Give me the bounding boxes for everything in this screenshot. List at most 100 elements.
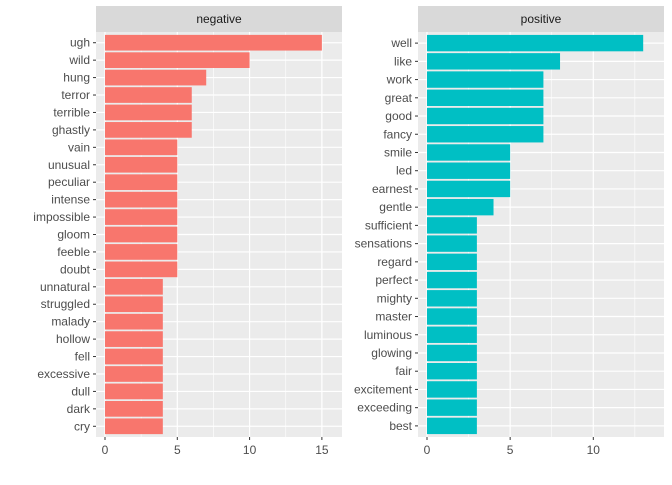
category-label-peculiar: peculiar	[48, 175, 90, 189]
category-label-terrible: terrible	[53, 105, 90, 119]
facet-strip	[96, 6, 342, 32]
category-label-ghastly: ghastly	[52, 123, 90, 137]
category-label-smile: smile	[384, 145, 412, 159]
bar-luminous	[427, 326, 477, 343]
category-label-hollow: hollow	[56, 332, 90, 346]
bar-fell	[105, 348, 163, 365]
bar-fancy	[427, 126, 544, 143]
category-label-unusual: unusual	[48, 158, 90, 172]
bar-gentle	[427, 198, 494, 216]
category-label-hung: hung	[63, 71, 90, 85]
category-label-great: great	[385, 91, 413, 105]
x-tick-label: 0	[102, 443, 109, 457]
category-label-vain: vain	[68, 140, 90, 154]
bar-cry	[105, 418, 163, 435]
x-tick-label: 0	[424, 443, 431, 457]
category-label-feeble: feeble	[57, 245, 90, 259]
bar-wild	[105, 52, 250, 68]
category-label-fancy: fancy	[383, 127, 412, 141]
category-label-master: master	[375, 310, 412, 324]
bar-exceeding	[427, 399, 477, 416]
category-label-sufficient: sufficient	[365, 218, 413, 232]
bar-impossible	[105, 209, 178, 225]
category-label-earnest: earnest	[372, 182, 413, 196]
bar-unusual	[105, 156, 178, 173]
category-label-glowing: glowing	[371, 346, 412, 360]
bar-great	[427, 89, 544, 106]
category-label-exceeding: exceeding	[357, 401, 412, 415]
category-label-impossible: impossible	[33, 210, 90, 224]
x-tick-label: 5	[174, 443, 181, 457]
category-label-fell: fell	[75, 350, 90, 364]
category-label-intense: intense	[51, 193, 90, 207]
category-label-dark: dark	[67, 402, 91, 416]
bar-sensations	[427, 235, 477, 252]
category-label-work: work	[386, 73, 413, 87]
x-tick-label: 15	[315, 443, 329, 457]
x-tick-label: 5	[507, 443, 514, 457]
category-label-doubt: doubt	[60, 262, 91, 276]
category-label-excessive: excessive	[37, 367, 90, 381]
bar-perfect	[427, 271, 477, 289]
facet-panel-positive: positive well like work great good fancy smile l…	[354, 6, 664, 457]
bar-feeble	[105, 244, 178, 260]
category-label-sensations: sensations	[355, 237, 412, 251]
category-label-terror: terror	[61, 88, 90, 102]
category-label-good: good	[385, 109, 412, 123]
facet-strip-label: negative	[196, 12, 242, 26]
category-label-gloom: gloom	[57, 228, 90, 242]
bar-ugh	[105, 34, 322, 51]
bar-work	[427, 71, 544, 88]
bar-intense	[105, 191, 178, 208]
bar-good	[427, 107, 544, 125]
category-label-dull: dull	[71, 384, 90, 398]
category-label-regard: regard	[377, 255, 412, 269]
bar-glowing	[427, 344, 477, 362]
bar-smile	[427, 144, 511, 161]
category-label-malady: malady	[51, 315, 90, 329]
bar-dark	[105, 401, 163, 417]
facet-strip-label: positive	[521, 12, 562, 26]
bar-well	[427, 34, 644, 52]
facet-strip	[418, 6, 664, 32]
bar-best	[427, 417, 477, 435]
x-tick-label: 10	[243, 443, 257, 457]
bar-sufficient	[427, 217, 477, 234]
category-label-led: led	[396, 164, 412, 178]
category-label-luminous: luminous	[364, 328, 412, 342]
bar-master	[427, 308, 477, 325]
bar-gloom	[105, 226, 178, 243]
bar-led	[427, 162, 511, 179]
category-label-perfect: perfect	[375, 273, 412, 287]
category-label-unnatural: unnatural	[40, 280, 90, 294]
category-label-ugh: ugh	[70, 36, 90, 50]
bar-like	[427, 53, 561, 70]
bar-struggled	[105, 296, 163, 313]
category-label-cry: cry	[74, 419, 90, 433]
bar-hung	[105, 69, 207, 86]
bar-dull	[105, 383, 163, 400]
bar-hollow	[105, 331, 163, 347]
bar-earnest	[427, 180, 511, 198]
category-label-gentle: gentle	[379, 200, 412, 214]
bar-fair	[427, 363, 477, 380]
bar-ghastly	[105, 122, 192, 138]
category-label-well: well	[390, 36, 412, 50]
bar-terror	[105, 87, 192, 103]
facet-panel-negative: negative ugh wild hung terror terrible ghastly…	[33, 6, 342, 457]
category-label-like: like	[394, 54, 412, 68]
bar-mighty	[427, 290, 477, 307]
category-label-fair: fair	[395, 364, 412, 378]
bar-vain	[105, 139, 178, 156]
bar-peculiar	[105, 174, 178, 191]
bar-excessive	[105, 366, 163, 382]
bar-regard	[427, 253, 477, 271]
bar-terrible	[105, 104, 192, 121]
bar-doubt	[105, 261, 178, 278]
category-label-wild: wild	[68, 53, 90, 67]
category-label-excitement: excitement	[354, 382, 413, 396]
x-tick-label: 10	[587, 443, 601, 457]
category-label-mighty: mighty	[377, 291, 412, 305]
